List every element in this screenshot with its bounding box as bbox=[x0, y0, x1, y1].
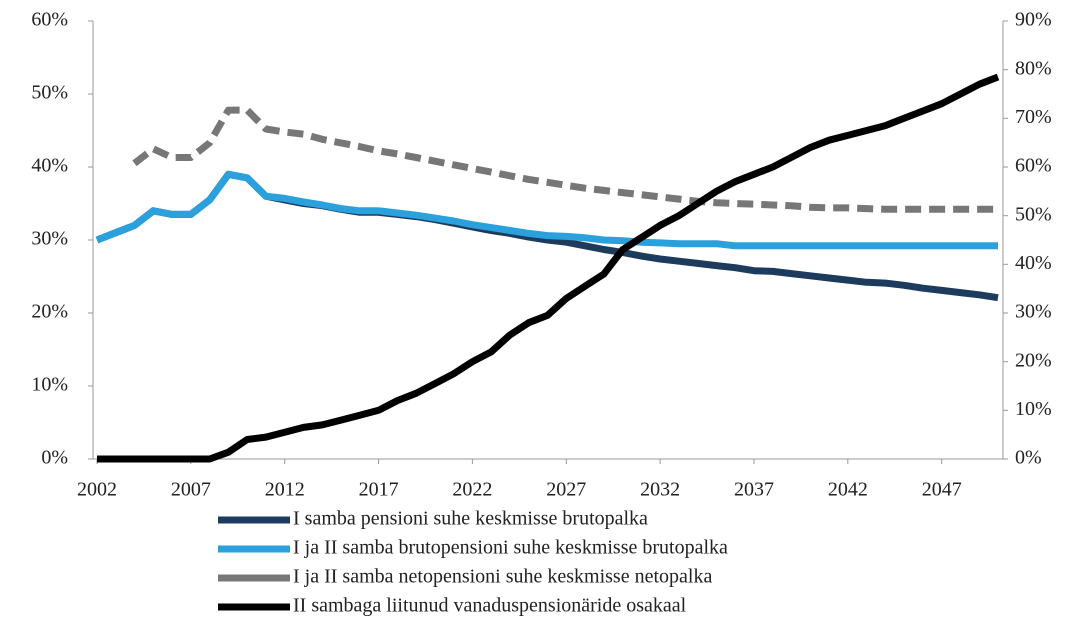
y2-tick-label: 90% bbox=[1015, 9, 1052, 31]
y2-tick-label: 10% bbox=[1015, 398, 1052, 420]
legend-label: I ja II samba netopensioni suhe keskmiss… bbox=[293, 566, 712, 588]
y-tick-label: 10% bbox=[31, 374, 68, 396]
x-tick-label: 2002 bbox=[77, 479, 117, 501]
y2-tick-label: 60% bbox=[1015, 155, 1052, 177]
y2-tick-label: 20% bbox=[1015, 349, 1052, 371]
y-tick-label: 20% bbox=[31, 301, 68, 323]
x-tick-label: 2007 bbox=[171, 479, 211, 501]
x-tick-label: 2047 bbox=[922, 479, 962, 501]
y-tick-label: 30% bbox=[31, 228, 68, 250]
y-tick-label: 0% bbox=[41, 447, 68, 469]
x-tick-label: 2017 bbox=[359, 479, 399, 501]
y2-tick-label: 30% bbox=[1015, 301, 1052, 323]
x-tick-label: 2012 bbox=[265, 479, 305, 501]
x-tick-label: 2022 bbox=[452, 479, 492, 501]
y-tick-label: 50% bbox=[31, 82, 68, 104]
legend-label: II sambaga liitunud vanaduspensionäride … bbox=[293, 595, 687, 617]
x-tick-label: 2032 bbox=[640, 479, 680, 501]
y2-tick-label: 80% bbox=[1015, 57, 1052, 79]
series-line bbox=[97, 73, 1000, 463]
legend-label: I ja II samba brutopensioni suhe keskmis… bbox=[293, 537, 728, 559]
x-tick-label: 2027 bbox=[546, 479, 586, 501]
series-line bbox=[132, 106, 998, 213]
y2-tick-label: 50% bbox=[1015, 203, 1052, 225]
y2-tick-label: 40% bbox=[1015, 252, 1052, 274]
y-tick-label: 60% bbox=[31, 9, 68, 31]
y-tick-label: 40% bbox=[31, 155, 68, 177]
y2-tick-label: 0% bbox=[1015, 447, 1042, 469]
series-line bbox=[95, 170, 998, 250]
x-tick-label: 2037 bbox=[734, 479, 774, 501]
x-tick-label: 2042 bbox=[828, 479, 868, 501]
y2-tick-label: 70% bbox=[1015, 106, 1052, 128]
legend-label: I samba pensioni suhe keskmisse brutopal… bbox=[293, 508, 648, 530]
